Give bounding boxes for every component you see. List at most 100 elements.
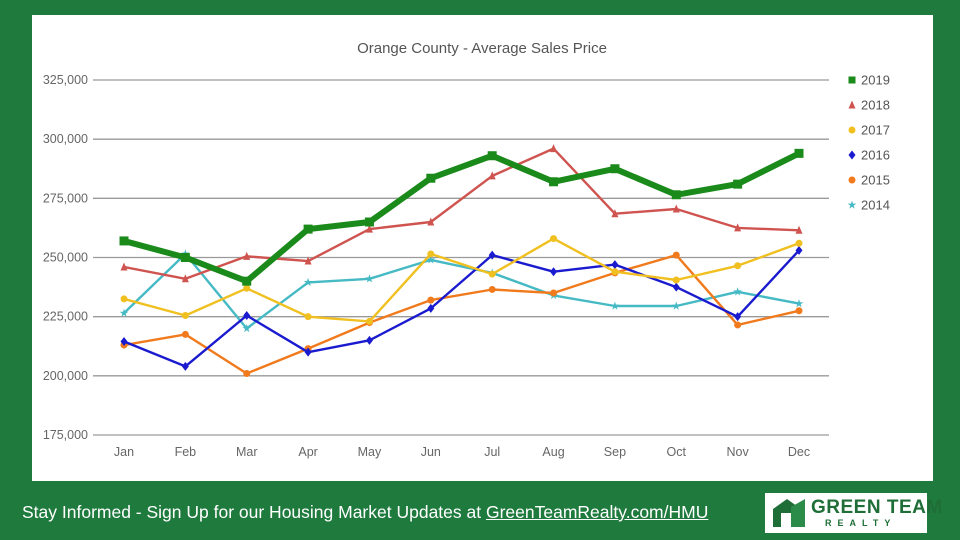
y-axis-ticks: 175,000 200,000 225,000 250,000 275,000 300,0… xyxy=(43,73,88,442)
x-tick-label: Aug xyxy=(542,445,564,459)
x-tick-label: Apr xyxy=(298,445,317,459)
data-point xyxy=(733,179,743,189)
legend-item: 2019 xyxy=(848,73,890,88)
data-point xyxy=(427,250,435,258)
data-point xyxy=(610,164,620,174)
series-2019 xyxy=(119,148,804,286)
data-point xyxy=(304,347,312,357)
legend-label: 2015 xyxy=(861,173,890,188)
y-tick-label: 200,000 xyxy=(43,369,88,383)
data-point xyxy=(181,311,189,319)
data-point xyxy=(672,301,681,310)
chart-panel: Orange County - Average Sales Price 175,… xyxy=(32,15,933,481)
signup-link[interactable]: GreenTeamRealty.com/HMU xyxy=(485,502,709,522)
chart-legend: 2019 2018 2017 2016 2015 2014 xyxy=(847,73,890,213)
y-tick-label: 325,000 xyxy=(43,73,88,87)
data-point xyxy=(242,276,252,286)
x-tick-label: Nov xyxy=(727,445,750,459)
series-line xyxy=(123,147,800,280)
x-tick-label: Jun xyxy=(421,445,441,459)
data-point xyxy=(734,262,742,270)
data-point xyxy=(550,235,558,243)
data-point xyxy=(488,250,496,260)
data-point xyxy=(488,285,496,293)
y-tick-label: 300,000 xyxy=(43,132,88,146)
data-point xyxy=(181,274,189,283)
legend-item: 2016 xyxy=(848,148,890,163)
legend-item: 2017 xyxy=(848,123,890,138)
data-point xyxy=(734,223,742,232)
data-point xyxy=(119,236,129,246)
data-point xyxy=(848,176,856,184)
data-point xyxy=(243,310,251,320)
data-point xyxy=(243,369,251,377)
data-point xyxy=(610,301,620,310)
gridlines xyxy=(93,79,829,436)
data-point xyxy=(488,270,496,278)
data-point xyxy=(848,126,856,134)
footer-banner: Stay Informed - Sign Up for our Housing … xyxy=(22,502,708,523)
y-tick-label: 175,000 xyxy=(43,428,88,442)
data-point xyxy=(181,361,189,371)
data-point xyxy=(848,100,856,109)
legend-label: 2018 xyxy=(861,98,890,113)
data-point xyxy=(487,151,497,161)
data-point xyxy=(611,268,619,276)
data-point xyxy=(734,321,742,329)
series-2017 xyxy=(120,235,803,325)
series-2016 xyxy=(120,245,803,371)
x-tick-label: Mar xyxy=(236,445,258,459)
data-point xyxy=(734,312,742,322)
data-point xyxy=(848,76,856,84)
x-tick-label: Jul xyxy=(484,445,500,459)
x-tick-label: Feb xyxy=(175,445,197,459)
data-point xyxy=(365,335,373,345)
legend-label: 2017 xyxy=(861,123,890,138)
data-point xyxy=(119,308,129,317)
logo-wordmark: GREEN TEAM xyxy=(811,497,943,518)
data-point xyxy=(120,337,128,347)
data-point xyxy=(611,209,619,218)
data-point xyxy=(427,303,435,313)
data-point xyxy=(243,284,251,292)
logo-subtitle: REALTY xyxy=(825,518,897,528)
data-point xyxy=(794,299,804,308)
data-point xyxy=(795,245,803,255)
series-line xyxy=(123,252,800,330)
data-point xyxy=(672,276,680,284)
data-point xyxy=(120,262,128,271)
x-tick-label: Oct xyxy=(667,445,687,459)
data-point xyxy=(180,253,190,262)
data-point xyxy=(365,274,374,283)
x-axis-ticks: Jan Feb Mar Apr May Jun Jul Aug Sep Oct Nov Dec xyxy=(114,445,810,459)
legend-label: 2014 xyxy=(861,198,890,213)
data-point xyxy=(550,267,558,277)
series-line xyxy=(123,237,800,323)
data-point xyxy=(427,217,435,226)
legend-item: 2014 xyxy=(847,198,890,213)
data-point xyxy=(426,173,436,183)
data-point xyxy=(304,313,312,321)
data-point xyxy=(550,289,558,297)
y-tick-label: 250,000 xyxy=(43,251,88,265)
data-point xyxy=(672,282,680,292)
data-point xyxy=(427,296,435,304)
data-point xyxy=(120,295,128,303)
data-point xyxy=(795,225,803,234)
legend-label: 2016 xyxy=(861,148,890,163)
data-point xyxy=(304,256,312,265)
data-point xyxy=(671,190,681,200)
x-tick-label: Sep xyxy=(604,445,626,459)
y-tick-label: 275,000 xyxy=(43,191,88,205)
series-2014 xyxy=(119,249,804,333)
data-point xyxy=(550,144,558,153)
data-point xyxy=(848,150,856,160)
x-tick-label: May xyxy=(358,445,382,459)
data-point xyxy=(364,217,374,227)
y-tick-label: 225,000 xyxy=(43,310,88,324)
series-line xyxy=(123,253,800,375)
data-point xyxy=(611,260,619,270)
data-point xyxy=(365,317,373,325)
series-lines xyxy=(119,144,804,377)
x-tick-label: Dec xyxy=(788,445,810,459)
